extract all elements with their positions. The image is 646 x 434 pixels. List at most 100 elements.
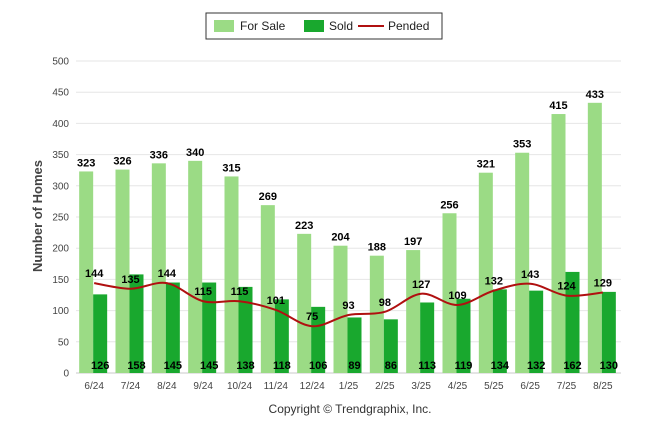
for-sale-value-label: 353: [513, 139, 531, 151]
for-sale-value-label: 269: [259, 191, 277, 203]
sold-value-label: 118: [273, 360, 291, 372]
y-tick-label: 100: [52, 306, 69, 317]
for-sale-bar: [515, 152, 530, 373]
sold-value-label: 113: [418, 360, 436, 372]
sold-bar: [347, 317, 362, 373]
sold-bar: [311, 306, 326, 373]
sold-bars: [93, 271, 616, 373]
sold-value-label: 119: [455, 360, 473, 372]
for-sale-value-label: 340: [186, 147, 204, 159]
for-sale-bar: [115, 169, 130, 373]
sold-bar: [529, 290, 544, 373]
sold-value-label: 86: [385, 360, 397, 372]
pended-line: [94, 281, 603, 328]
for-sale-value-label: 321: [477, 159, 495, 171]
x-axis: 6/24 7/24 8/24 9/24 10/24 11/24 12/24 1/25 2/25 3…: [84, 381, 613, 392]
x-tick-label: 2/25: [375, 381, 395, 392]
x-tick-label: 10/24: [227, 381, 252, 392]
for-sale-bar: [369, 255, 384, 373]
pended-value-label: 115: [231, 286, 249, 298]
x-tick-label: 7/24: [121, 381, 141, 392]
data-labels: 323 126 144 326 158 135 336 145 144 340 145 115 315 1…: [77, 89, 618, 372]
sold-bar: [601, 291, 616, 373]
sold-value-label: 145: [200, 360, 218, 372]
for-sale-bar: [551, 114, 566, 373]
for-sale-bars: [79, 102, 602, 374]
x-tick-label: 4/25: [448, 381, 468, 392]
for-sale-value-label: 326: [113, 156, 131, 168]
for-sale-bar: [333, 245, 348, 373]
sold-bar: [492, 289, 507, 373]
y-axis: 0 50 100 150 200 250 300 350 400 450 500: [52, 57, 69, 380]
sold-value-label: 162: [563, 360, 581, 372]
for-sale-bar: [297, 233, 312, 373]
y-tick-label: 150: [52, 275, 69, 286]
sold-bar: [202, 282, 217, 373]
for-sale-bar: [587, 102, 602, 374]
sold-bar: [456, 298, 471, 373]
x-tick-label: 6/24: [84, 381, 104, 392]
sold-value-label: 138: [236, 360, 254, 372]
sold-bar: [165, 282, 180, 373]
x-tick-label: 8/24: [157, 381, 177, 392]
pended-value-label: 144: [158, 268, 177, 280]
for-sale-bar: [188, 160, 203, 373]
x-tick-label: 9/24: [193, 381, 213, 392]
legend-label-sold: Sold: [329, 19, 353, 33]
y-axis-title: Number of Homes: [30, 160, 45, 272]
for-sale-value-label: 188: [368, 242, 386, 254]
y-tick-label: 0: [63, 369, 69, 380]
for-sale-value-label: 197: [404, 236, 422, 248]
for-sale-bar: [260, 205, 275, 373]
x-tick-label: 3/25: [411, 381, 431, 392]
for-sale-value-label: 323: [77, 157, 95, 169]
sold-bar: [565, 271, 580, 373]
for-sale-bar: [79, 171, 94, 373]
pended-value-label: 93: [342, 300, 354, 312]
for-sale-value-label: 204: [331, 232, 350, 244]
sold-value-label: 89: [348, 360, 360, 372]
sold-value-label: 158: [127, 360, 145, 372]
sold-value-label: 126: [91, 360, 109, 372]
x-tick-label: 5/25: [484, 381, 504, 392]
y-tick-label: 200: [52, 244, 69, 255]
legend-label-pended: Pended: [388, 19, 429, 33]
for-sale-bar: [442, 213, 457, 373]
pended-value-label: 98: [379, 297, 391, 309]
pended-value-label: 124: [557, 281, 576, 293]
sold-value-label: 130: [600, 360, 618, 372]
y-tick-label: 250: [52, 213, 69, 224]
legend-swatch-for-sale: [214, 20, 234, 32]
pended-value-label: 144: [85, 268, 104, 280]
x-tick-label: 6/25: [520, 381, 540, 392]
for-sale-bar: [224, 176, 239, 373]
pended-value-label: 101: [267, 295, 285, 307]
sold-bar: [274, 299, 289, 373]
pended-value-label: 109: [448, 290, 466, 302]
for-sale-bar: [151, 163, 166, 373]
for-sale-value-label: 223: [295, 220, 313, 232]
pended-value-label: 129: [594, 278, 612, 290]
sold-value-label: 145: [164, 360, 182, 372]
sold-value-label: 132: [527, 360, 545, 372]
x-tick-label: 11/24: [264, 381, 289, 392]
for-sale-bar: [478, 172, 493, 373]
pended-value-label: 75: [306, 311, 318, 323]
y-tick-label: 350: [52, 150, 69, 161]
x-tick-label: 8/25: [593, 381, 613, 392]
pended-series-line: [94, 281, 603, 328]
pended-value-label: 132: [485, 276, 503, 288]
y-tick-label: 50: [58, 337, 70, 348]
y-tick-label: 300: [52, 181, 69, 192]
for-sale-value-label: 336: [150, 149, 168, 161]
sold-value-label: 106: [309, 360, 327, 372]
x-tick-label: 12/24: [300, 381, 325, 392]
sold-value-label: 134: [491, 360, 510, 372]
x-tick-label: 1/25: [339, 381, 359, 392]
x-tick-label: 7/25: [557, 381, 577, 392]
y-tick-label: 450: [52, 88, 69, 99]
sold-bar: [238, 286, 253, 373]
pended-value-label: 135: [121, 274, 139, 286]
sold-bar: [420, 302, 435, 373]
